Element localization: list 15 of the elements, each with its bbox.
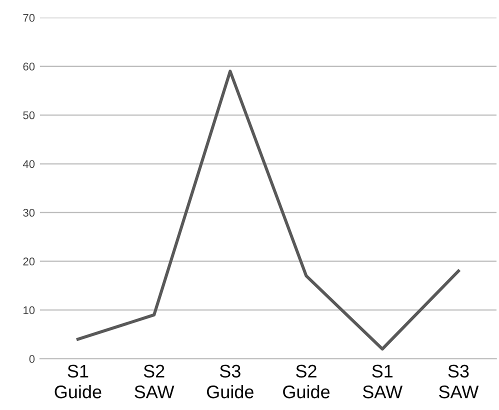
y-tick-label: 70: [23, 14, 35, 22]
line-series: [76, 70, 460, 351]
x-tick-label: S3 SAW: [439, 364, 479, 398]
x-tick-label: S2 SAW: [134, 364, 174, 398]
y-tick-label: 50: [23, 111, 35, 120]
y-tick-label: 40: [22, 160, 35, 168]
x-tick-label: S1 Guide: [54, 364, 102, 398]
y-tick-label: 0: [29, 355, 35, 363]
x-tick-label: S2 Guide: [283, 364, 330, 398]
x-tick-label: S1 SAW: [362, 364, 403, 398]
y-tick-label: 10: [24, 306, 35, 314]
y-tick-label: 60: [23, 62, 35, 70]
y-tick-label: 30: [23, 208, 35, 217]
y-tick-label: 20: [23, 258, 35, 266]
x-tick-label: S3 Guide: [206, 364, 254, 398]
